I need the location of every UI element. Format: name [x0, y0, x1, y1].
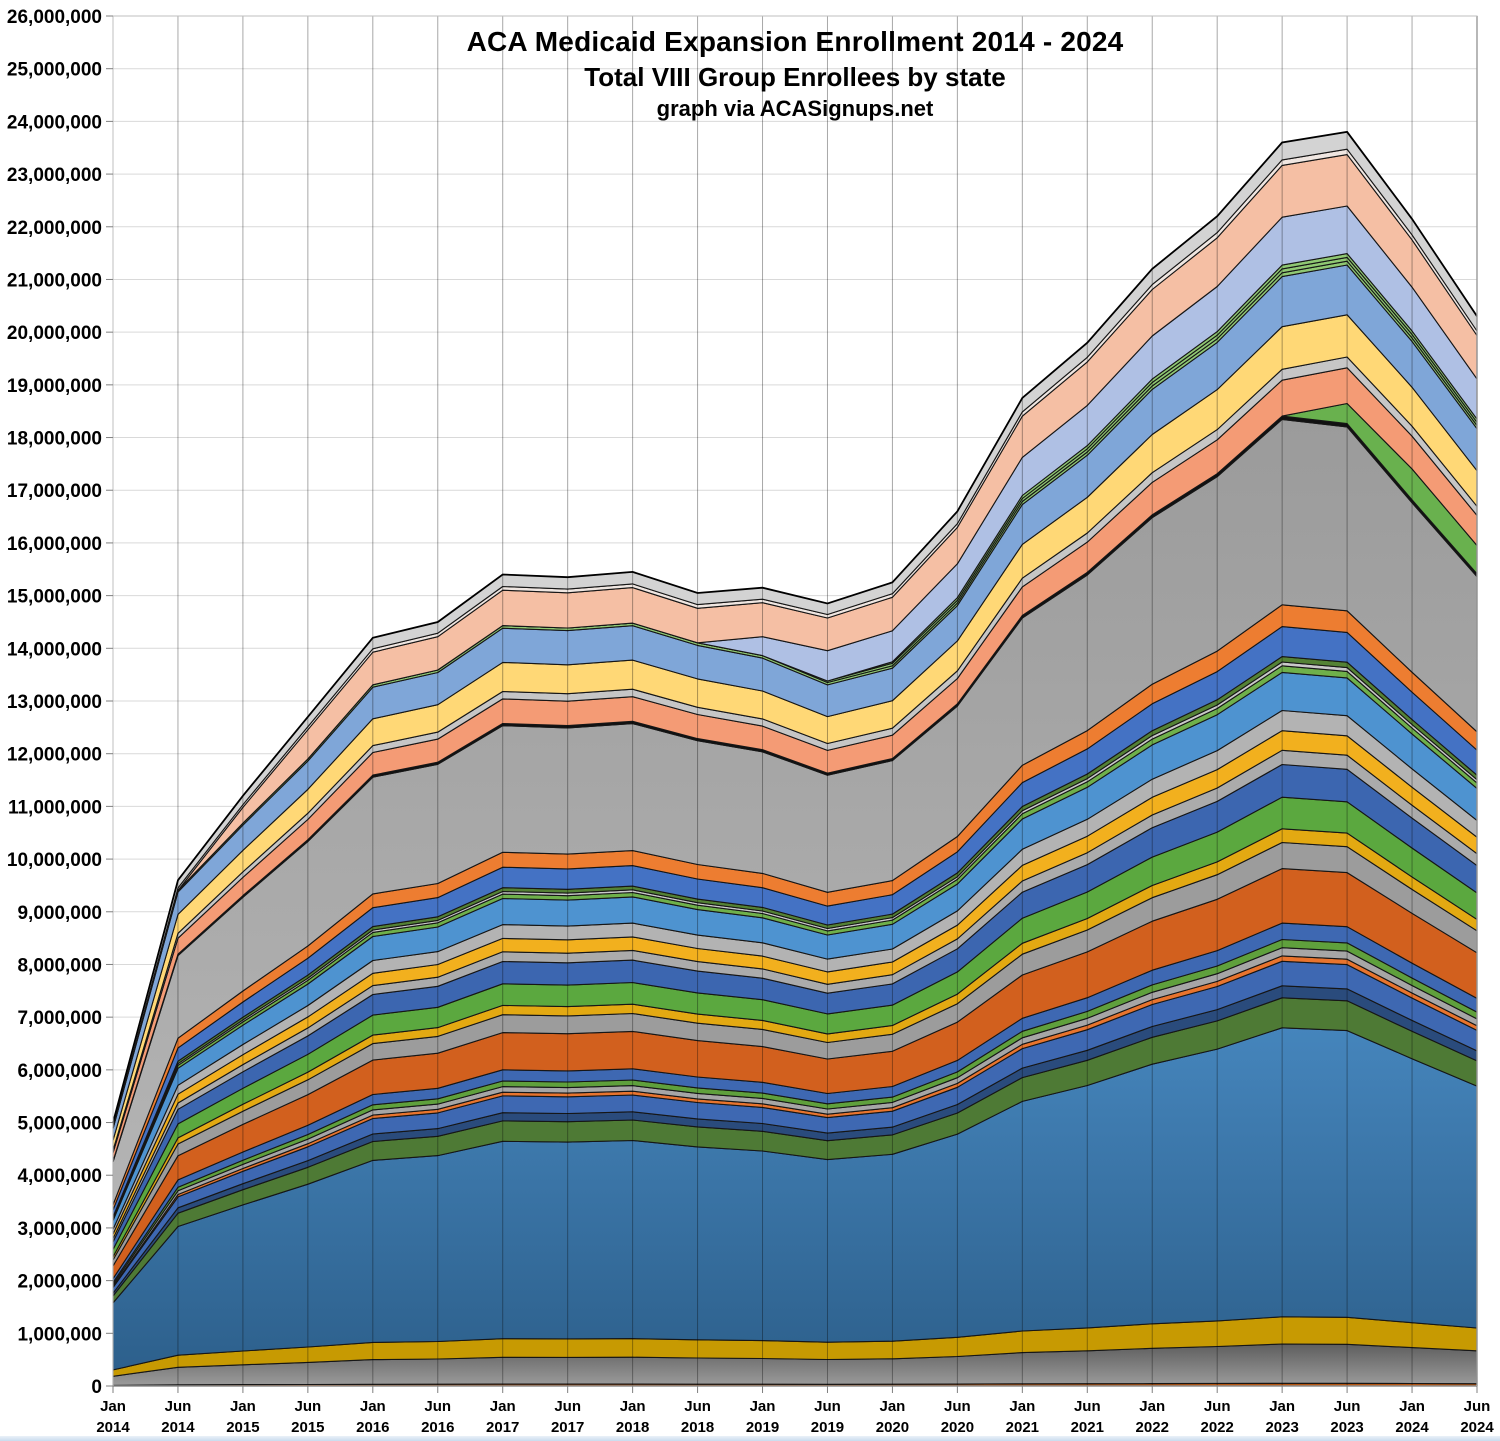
x-tick-label-year: 2016 — [421, 1419, 454, 1436]
chart-credit: graph via ACASignups.net — [656, 96, 934, 121]
y-tick-label: 8,000,000 — [17, 955, 102, 976]
y-tick-label: 23,000,000 — [7, 165, 102, 186]
y-tick-label: 24,000,000 — [7, 112, 102, 133]
x-tick-label-month: Jan — [1139, 1398, 1165, 1415]
y-tick-label: 16,000,000 — [7, 534, 102, 555]
y-tick-label: 12,000,000 — [7, 745, 102, 766]
chart-title: ACA Medicaid Expansion Enrollment 2014 -… — [466, 26, 1124, 57]
x-tick-label-month: Jun — [554, 1398, 581, 1415]
x-tick-label-year: 2023 — [1265, 1419, 1298, 1436]
x-tick-label-month: Jan — [360, 1398, 386, 1415]
y-tick-label: 22,000,000 — [7, 218, 102, 239]
x-axis-labels: Jan 2014 Jun 2014 Jan 2015 Jun 2015 Jan 2016 Jun 20… — [96, 1386, 1494, 1436]
x-tick-label-month: Jan — [879, 1398, 905, 1415]
y-tick-label: 9,000,000 — [17, 903, 102, 924]
x-tick-label-month: Jun — [1204, 1398, 1231, 1415]
x-tick-label-year: 2019 — [746, 1419, 779, 1436]
y-tick-label: 10,000,000 — [7, 850, 102, 871]
x-tick-label-month: Jun — [1334, 1398, 1361, 1415]
vertical-droplines — [112, 16, 1478, 1386]
x-tick-label-year: 2022 — [1201, 1419, 1234, 1436]
x-tick-label-month: Jun — [684, 1398, 711, 1415]
y-tick-label: 14,000,000 — [7, 639, 102, 660]
x-tick-label-month: Jan — [490, 1398, 516, 1415]
x-tick-label-month: Jun — [814, 1398, 841, 1415]
y-axis-labels: 0 1,000,000 2,000,000 3,000,000 4,000,000 5,0… — [7, 7, 113, 1398]
y-tick-label: 21,000,000 — [7, 270, 102, 291]
x-tick-label-month: Jan — [750, 1398, 776, 1415]
x-tick-label-month: Jan — [1399, 1398, 1425, 1415]
y-tick-label: 17,000,000 — [7, 481, 102, 502]
y-tick-label: 25,000,000 — [7, 60, 102, 81]
x-tick-label-month: Jan — [1269, 1398, 1295, 1415]
x-tick-label-year: 2018 — [616, 1419, 649, 1436]
y-tick-label: 5,000,000 — [17, 1114, 102, 1135]
x-tick-label-month: Jan — [100, 1398, 126, 1415]
x-tick-label-year: 2015 — [291, 1419, 324, 1436]
x-tick-label-year: 2017 — [486, 1419, 519, 1436]
bottom-window-strip — [0, 1436, 1500, 1441]
x-tick-label-month: Jun — [1074, 1398, 1101, 1415]
x-tick-label-year: 2023 — [1330, 1419, 1363, 1436]
chart-title-block: ACA Medicaid Expansion Enrollment 2014 -… — [467, 26, 1124, 122]
x-tick-label-year: 2021 — [1071, 1419, 1104, 1436]
x-tick-label-month: Jan — [230, 1398, 256, 1415]
y-tick-label: 4,000,000 — [17, 1166, 102, 1187]
x-tick-label-year: 2020 — [876, 1419, 909, 1436]
x-tick-label-year: 2014 — [96, 1419, 130, 1436]
y-tick-label: 1,000,000 — [17, 1324, 102, 1345]
x-tick-label-month: Jun — [944, 1398, 971, 1415]
x-tick-label-year: 2018 — [681, 1419, 714, 1436]
y-tick-label: 26,000,000 — [7, 7, 102, 28]
x-tick-label-year: 2014 — [161, 1419, 195, 1436]
x-tick-label-month: Jan — [1009, 1398, 1035, 1415]
x-tick-label-year: 2021 — [1006, 1419, 1039, 1436]
x-tick-label-year: 2016 — [356, 1419, 389, 1436]
x-tick-label-year: 2024 — [1460, 1419, 1494, 1436]
x-tick-label-year: 2022 — [1136, 1419, 1169, 1436]
y-tick-label: 19,000,000 — [7, 376, 102, 397]
x-tick-label-year: 2020 — [941, 1419, 974, 1436]
y-tick-label: 0 — [91, 1377, 102, 1398]
x-tick-label-month: Jun — [1464, 1398, 1491, 1415]
total-envelope-line — [112, 130, 1478, 1123]
x-tick-label-year: 2017 — [551, 1419, 584, 1436]
y-tick-label: 2,000,000 — [17, 1272, 102, 1293]
y-tick-label: 18,000,000 — [7, 429, 102, 450]
y-tick-label: 7,000,000 — [17, 1008, 102, 1029]
x-tick-label-month: Jun — [165, 1398, 192, 1415]
y-tick-label: 20,000,000 — [7, 323, 102, 344]
x-tick-label-year: 2015 — [226, 1419, 259, 1436]
y-tick-label: 3,000,000 — [17, 1219, 102, 1240]
y-tick-label: 13,000,000 — [7, 692, 102, 713]
y-tick-label: 6,000,000 — [17, 1061, 102, 1082]
x-tick-label-month: Jun — [295, 1398, 322, 1415]
chart-subtitle: Total VIII Group Enrollees by state — [584, 62, 1006, 92]
x-tick-label-month: Jun — [424, 1398, 451, 1415]
x-tick-label-year: 2024 — [1395, 1419, 1429, 1436]
y-tick-label: 11,000,000 — [8, 797, 102, 818]
x-tick-label-year: 2019 — [811, 1419, 844, 1436]
stacked-areas — [112, 131, 1478, 1387]
y-tick-label: 15,000,000 — [7, 587, 102, 608]
x-tick-label-month: Jan — [620, 1398, 646, 1415]
